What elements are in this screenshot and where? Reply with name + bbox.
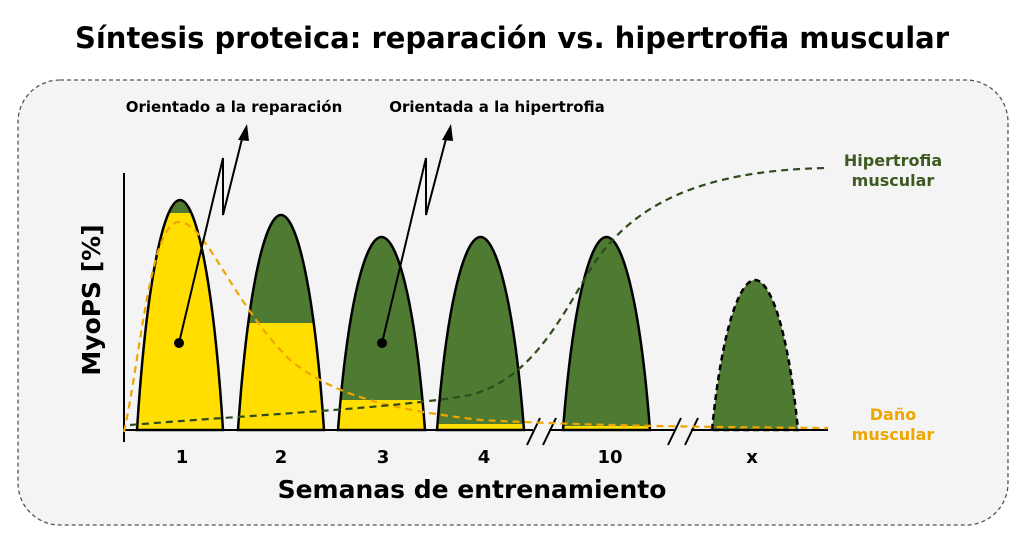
- repair-annotation: Orientado a la reparación: [126, 98, 343, 348]
- title: Síntesis proteica: reparación vs. hipert…: [75, 21, 950, 55]
- x-tick-labels: 1 2 3 4 10 x: [176, 447, 758, 468]
- dot-marker: [377, 338, 387, 348]
- repair-area: [238, 323, 324, 430]
- damage-curve: [122, 220, 829, 433]
- x-tick-label: 3: [377, 447, 390, 468]
- x-tick-label: x: [746, 447, 758, 468]
- x-axis-label: Semanas de entrenamiento: [278, 475, 667, 504]
- repair-area: [338, 400, 425, 430]
- damage-curve-label-2: muscular: [852, 425, 935, 444]
- arrow-head-icon: [442, 124, 453, 141]
- hypertrophy-area: [563, 237, 650, 430]
- y-axis-label: MyoPS [%]: [77, 224, 106, 375]
- x-tick-label: 2: [275, 447, 288, 468]
- x-tick-label: 10: [597, 447, 622, 468]
- weekly-peaks: [135, 198, 800, 432]
- week-peak-x: [710, 278, 800, 432]
- x-tick-label: 4: [478, 447, 491, 468]
- x-tick-label: 1: [176, 447, 189, 468]
- peak-outline: [710, 278, 800, 432]
- dot-marker: [174, 338, 184, 348]
- week-peak-2: [236, 213, 326, 432]
- peak-outline: [561, 235, 652, 432]
- hypertrophy-curve-label-1: Hipertrofia: [844, 151, 942, 170]
- hypertrophy-area: [338, 237, 425, 430]
- week-peak-10: [561, 235, 652, 432]
- hypertrophy-annotation: Orientada a la hipertrofia: [377, 98, 605, 348]
- hypertrophy-area: [712, 280, 798, 430]
- hypertrophy-curve: [129, 166, 829, 427]
- repair-area: [437, 424, 524, 430]
- arrow-head-icon: [238, 124, 249, 141]
- hypertrophy-curve-label-2: muscular: [852, 171, 935, 190]
- peak-outline: [336, 235, 427, 432]
- peak-outline: [435, 235, 526, 432]
- damage-curve-label-1: Daño: [870, 405, 916, 424]
- peak-outline: [135, 198, 225, 432]
- hypertrophy-annotation-label: Orientada a la hipertrofia: [389, 98, 605, 116]
- axis-break: [667, 417, 699, 446]
- repair-label: Orientado a la reparación: [126, 98, 343, 116]
- repair-area: [563, 426, 650, 430]
